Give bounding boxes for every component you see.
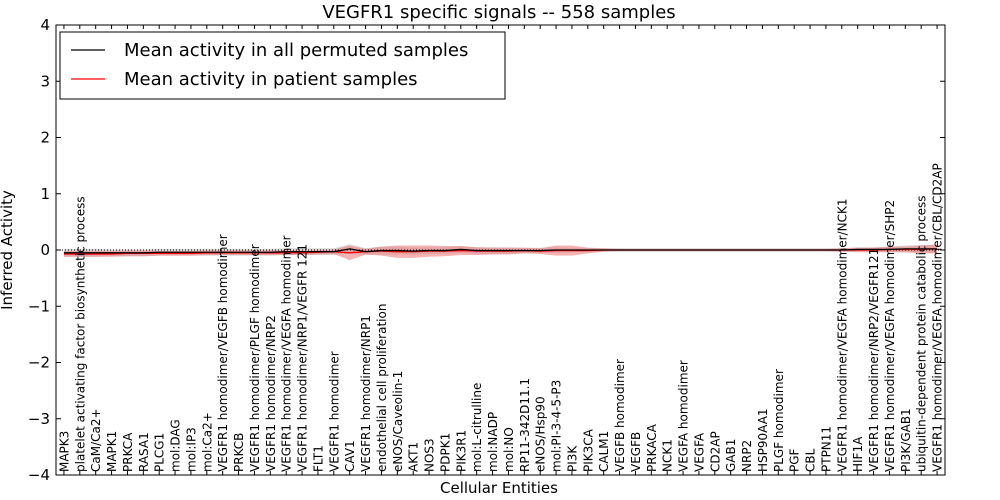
plot-frame (55, 24, 946, 476)
x-tick-label: MAPK3 (57, 431, 71, 472)
legend-label-2: Mean activity in patient samples (124, 69, 418, 90)
x-tick-label: MAPK1 (105, 431, 119, 472)
series-2-band (63, 244, 938, 261)
x-tick-label: NRP2 (740, 440, 754, 472)
series-lines (56, 248, 945, 255)
x-tick-label: CD2AP (708, 431, 722, 472)
x-tick-label: FLT1 (311, 445, 325, 472)
x-tick-label: mol:IP3 (184, 427, 198, 472)
x-tick-label: HSP90AA1 (756, 408, 770, 472)
x-tick-label: mol:NADP (486, 412, 500, 472)
y-tick-label: −4 (28, 466, 50, 484)
y-tick-label: 1 (40, 185, 50, 203)
legend-box (59, 31, 506, 100)
x-tick-label: VEGFR1 homodimer/NRP1 (359, 315, 373, 472)
x-tick-label: PI3K/GAB1 (899, 408, 913, 472)
x-tick-label: PRKACA (645, 423, 659, 472)
x-tick-label: VEGFR1 homodimer/NRP1/VEGFR 121 (296, 244, 310, 472)
x-tick-label: VEGFR1 homodimer/VEGFA homodimer (280, 235, 294, 472)
x-tick-label: NCK1 (661, 439, 675, 472)
x-tick-label: PRKCA (121, 432, 135, 472)
x-tick-label: platelet activating factor biosynthetic … (73, 196, 87, 472)
x-tick-label: PLGF homodimer (772, 369, 786, 472)
x-tick-labels: MAPK3 platelet activating factor biosynth… (57, 25, 945, 475)
x-tick-label: HIF1A (851, 436, 865, 472)
x-tick-label: PI3K (565, 445, 579, 472)
x-tick-label: VEGFR1 homodimer/NRP2 (264, 315, 278, 472)
x-tick-label: CaM/Ca2+ (89, 408, 103, 472)
x-tick-label: CALM1 (597, 431, 611, 472)
x-tick-label: CAV1 (343, 440, 357, 472)
y-tick-label: 3 (40, 72, 50, 90)
x-tick-label: AKT1 (407, 442, 421, 472)
x-tick-label: VEGFR1 homodimer/VEGFA homodimer/SHP2 (883, 200, 897, 472)
x-tick-label: VEGFR1 homodimer/VEGFB homodimer (216, 234, 230, 472)
x-tick-label: ubiquitin-dependent protein catabolic pr… (915, 196, 929, 472)
y-axis-label: Inferred Activity (0, 190, 16, 310)
x-tick-label: mol:L-citrulline (470, 383, 484, 472)
legend: Mean activity in all permuted samples Mea… (59, 31, 506, 100)
x-tick-label: VEGFA (692, 432, 706, 472)
y-tick-label: −1 (28, 297, 50, 315)
x-tick-label: eNOS/Caveolin-1 (391, 371, 405, 472)
x-tick-label: PIK3CA (581, 428, 595, 472)
x-tick-label: mol:Ca2+ (200, 412, 214, 472)
y-tick-label: 4 (40, 16, 50, 34)
series-1-line (63, 248, 938, 254)
x-tick-label: VEGFR1 homodimer/PLGF homodimer (248, 244, 262, 472)
legend-label-1: Mean activity in all permuted samples (124, 40, 468, 61)
x-tick-label: VEGFR1 homodimer/VEGFA homodimer/NCK1 (835, 198, 849, 472)
x-tick-label: VEGFB (629, 432, 643, 472)
x-tick-label: mol:DAG (169, 419, 183, 472)
x-tick-label: VEGFR1 homodimer/NRP2/VEGFR121 (867, 248, 881, 472)
x-tick-label: PLCG1 (153, 433, 167, 472)
x-tick-label: NOS3 (423, 438, 437, 472)
x-tick-label: CBL (804, 448, 818, 472)
y-tick-label: 2 (40, 129, 50, 147)
x-tick-label: GAB1 (724, 439, 738, 472)
x-tick-label: PRKCB (232, 433, 246, 472)
x-tick-label: VEGFR1 homodimer (327, 351, 341, 472)
x-tick-label: VEGFB homodimer (613, 359, 627, 472)
chart-title: VEGFR1 specific signals -- 558 samples (322, 2, 675, 23)
x-tick-label: eNOS/Hsp90 (534, 396, 548, 472)
y-tick-label: −2 (28, 354, 50, 372)
x-tick-label: PTPN11 (819, 426, 833, 472)
x-tick-label: mol:NO (502, 427, 516, 472)
x-tick-label: mol:PI-3-4-5-P3 (550, 380, 564, 472)
y-tick-label: 0 (40, 241, 50, 259)
x-tick-label: PGF (788, 448, 802, 472)
x-tick-label: RP11-342D11.1 (518, 378, 532, 472)
x-tick-label: PDPK1 (438, 433, 452, 472)
y-axis-ticks: −4 −3 −2 −1 0 1 2 3 4 (28, 16, 945, 484)
x-tick-label: VEGFA homodimer (677, 360, 691, 472)
x-tick-label: VEGFR1 homodimer/VEGFA homodimer/CBL/CD2… (931, 163, 945, 472)
y-tick-label: −3 (28, 410, 50, 428)
x-axis-label: Cellular Entities (440, 479, 558, 497)
x-tick-label: RASA1 (137, 432, 151, 472)
x-tick-label: PIK3R1 (454, 430, 468, 472)
x-tick-label: endothelial cell proliferation (375, 304, 389, 472)
